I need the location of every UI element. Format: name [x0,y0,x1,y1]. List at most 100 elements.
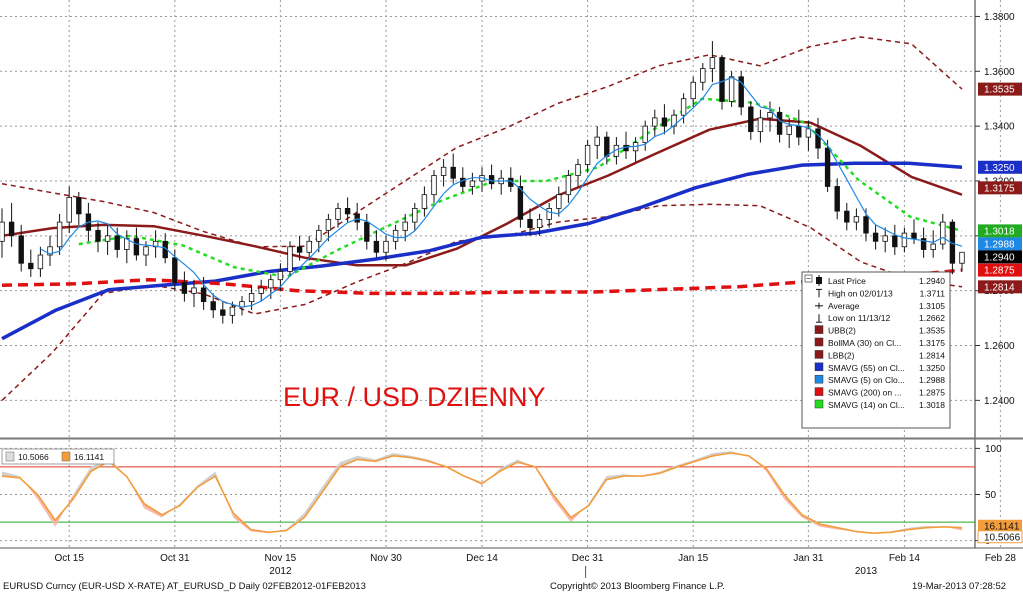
candle-body [18,235,24,264]
legend-marker-swatch [814,387,824,396]
candle-body [959,251,965,264]
value-label-bg [978,250,1022,264]
candle-body [316,229,322,242]
legend-item-value: 1.2814 [919,350,945,360]
value-label: 1.2814 [984,282,1015,293]
price-tick-label: 1.2400 [984,396,1015,407]
legend-item-label: BollMA (30) on Cl... [828,338,901,348]
value-label: 1.3250 [984,163,1015,174]
price-tick-label: 1.3400 [984,122,1015,133]
candle-body [575,164,581,176]
osc-fill-segment [570,503,589,523]
candle-body [104,235,111,242]
legend-item-value: 1.3711 [920,288,946,298]
footer-copyright: Copyright© 2013 Bloomberg Finance L.P. [550,581,725,592]
candle-body [719,57,725,102]
price-tick-label: 1.3800 [984,12,1015,23]
legend-item-label: Last Price [828,276,866,286]
candle-body [268,279,274,289]
candle-body [690,81,696,100]
sma5-line [40,76,963,308]
value-label-bg [978,263,1022,277]
candle-body [28,262,34,270]
candle-body [556,194,562,209]
value-label-bg [978,280,1022,294]
year-label: 2013 [855,566,878,577]
readout-value: 10.5066 [18,452,49,462]
date-tick-label: Jan 15 [678,553,708,564]
candle-body [901,232,908,248]
candle-body [220,309,226,316]
candle-body [8,221,15,237]
legend-item-value: 1.3175 [919,338,945,348]
osc-fill-segment [37,494,56,527]
candle-body [661,117,668,127]
candle-body [421,194,428,209]
candle-body [757,117,764,133]
osc-value-label: 16.1141 [984,521,1020,532]
candle-body [37,254,44,270]
legend-item-label: LBB(2) [828,350,855,360]
series-line [1,161,963,341]
candle-body [460,177,466,187]
value-label: 1.3535 [984,85,1015,96]
candle-body [364,221,370,242]
candle-body [172,257,178,283]
osc-fill-segment [215,471,234,518]
candle-body [527,218,533,228]
candle-body [383,240,389,253]
legend-marker-swatch [814,374,824,384]
footer-instrument: EURUSD Curncy (EUR-USD X-RATE) AT_EURUSD… [3,581,366,592]
candle-body [181,282,188,294]
candle-body [863,216,869,234]
value-label-bg [978,224,1022,238]
candle-body [287,246,293,272]
legend-item-value: 1.3018 [919,400,945,410]
candle-body [66,197,72,223]
candle-body [392,229,399,242]
osc-d-line [1,452,963,535]
candle-body [114,235,120,250]
candle-body [815,128,821,149]
legend-item-label: UBB(2) [828,326,856,336]
date-tick-label: Nov 30 [370,553,402,564]
candle-body [0,221,5,242]
date-tick-label: Feb 14 [889,553,921,564]
osc-fill-segment [482,468,500,486]
readout-swatch [61,451,71,462]
readout-value: 16.1141 [74,452,104,462]
candle-body [546,208,552,220]
value-label-bg [978,160,1022,174]
osc-fill-segment [126,476,145,509]
value-label-bg [978,82,1022,96]
legend-item-label: SMAVG (5) on Clo... [828,375,905,385]
candle-body [56,221,63,248]
candle-body [584,144,591,165]
candle-body [536,218,543,228]
candle-body [450,166,456,179]
candle-body [143,246,149,256]
price-tick-label: 1.2600 [984,341,1015,352]
candle-body [911,232,917,239]
value-label: 1.2988 [984,239,1015,250]
osc-fill-segment [286,512,305,531]
legend-item-label: Low on 11/13/12 [828,313,890,323]
value-label: 1.3018 [984,226,1015,237]
candle-body [738,76,744,108]
candle-body [805,128,812,138]
candle-body [748,106,754,133]
legend-marker-swatch [814,399,824,409]
legend-box: Last Price 1.2940 High on 02/01/13 1.3711 Av… [801,271,951,429]
candle-body [872,232,879,242]
legend-item-value: 1.3250 [919,363,945,373]
value-label: 1.2940 [984,252,1015,263]
oscillator-series [1,451,963,535]
chart-title: EUR / USD DZIENNY [283,382,546,412]
sma5-line [40,76,963,308]
candle-body [517,186,524,220]
candle-body [488,175,495,185]
candle-body [335,208,341,220]
candle-body [767,112,773,119]
date-tick-label: Dec 31 [572,553,604,564]
